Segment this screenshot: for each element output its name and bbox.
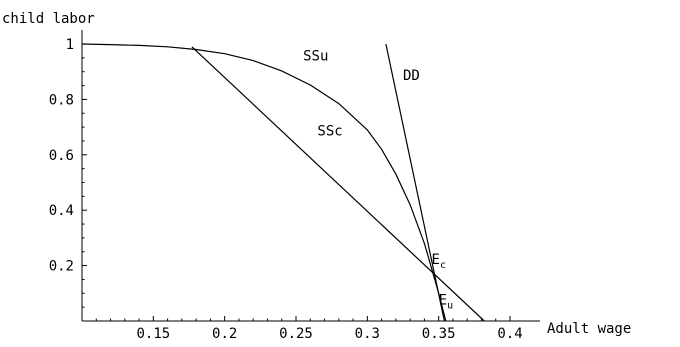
x-tick-label: 0.15 xyxy=(136,326,170,342)
x-tick-label: 0.2 xyxy=(212,326,237,342)
series-dd-line xyxy=(385,43,445,322)
annotation-label: SSc xyxy=(317,123,342,139)
x-tick-label: 0.3 xyxy=(355,326,380,342)
y-tick-label: 0.2 xyxy=(49,259,74,275)
annotation-label: Eu xyxy=(439,292,453,311)
y-tick-label: 0.8 xyxy=(49,92,74,108)
series-ssu-line xyxy=(81,43,447,322)
x-tick-label: 0.25 xyxy=(279,326,313,342)
x-tick-label: 0.35 xyxy=(422,326,456,342)
y-axis-label: child labor xyxy=(2,11,95,27)
x-axis-label: Adult wage xyxy=(547,321,631,337)
annotation-label: SSu xyxy=(303,49,328,65)
x-tick-label: 0.4 xyxy=(497,326,522,342)
annotation-label: DD xyxy=(403,68,420,84)
series-ssc-line xyxy=(191,46,485,322)
y-tick-label: 0.4 xyxy=(49,203,74,219)
y-tick-label: 0.6 xyxy=(49,148,74,164)
y-tick-label: 1 xyxy=(66,37,74,53)
